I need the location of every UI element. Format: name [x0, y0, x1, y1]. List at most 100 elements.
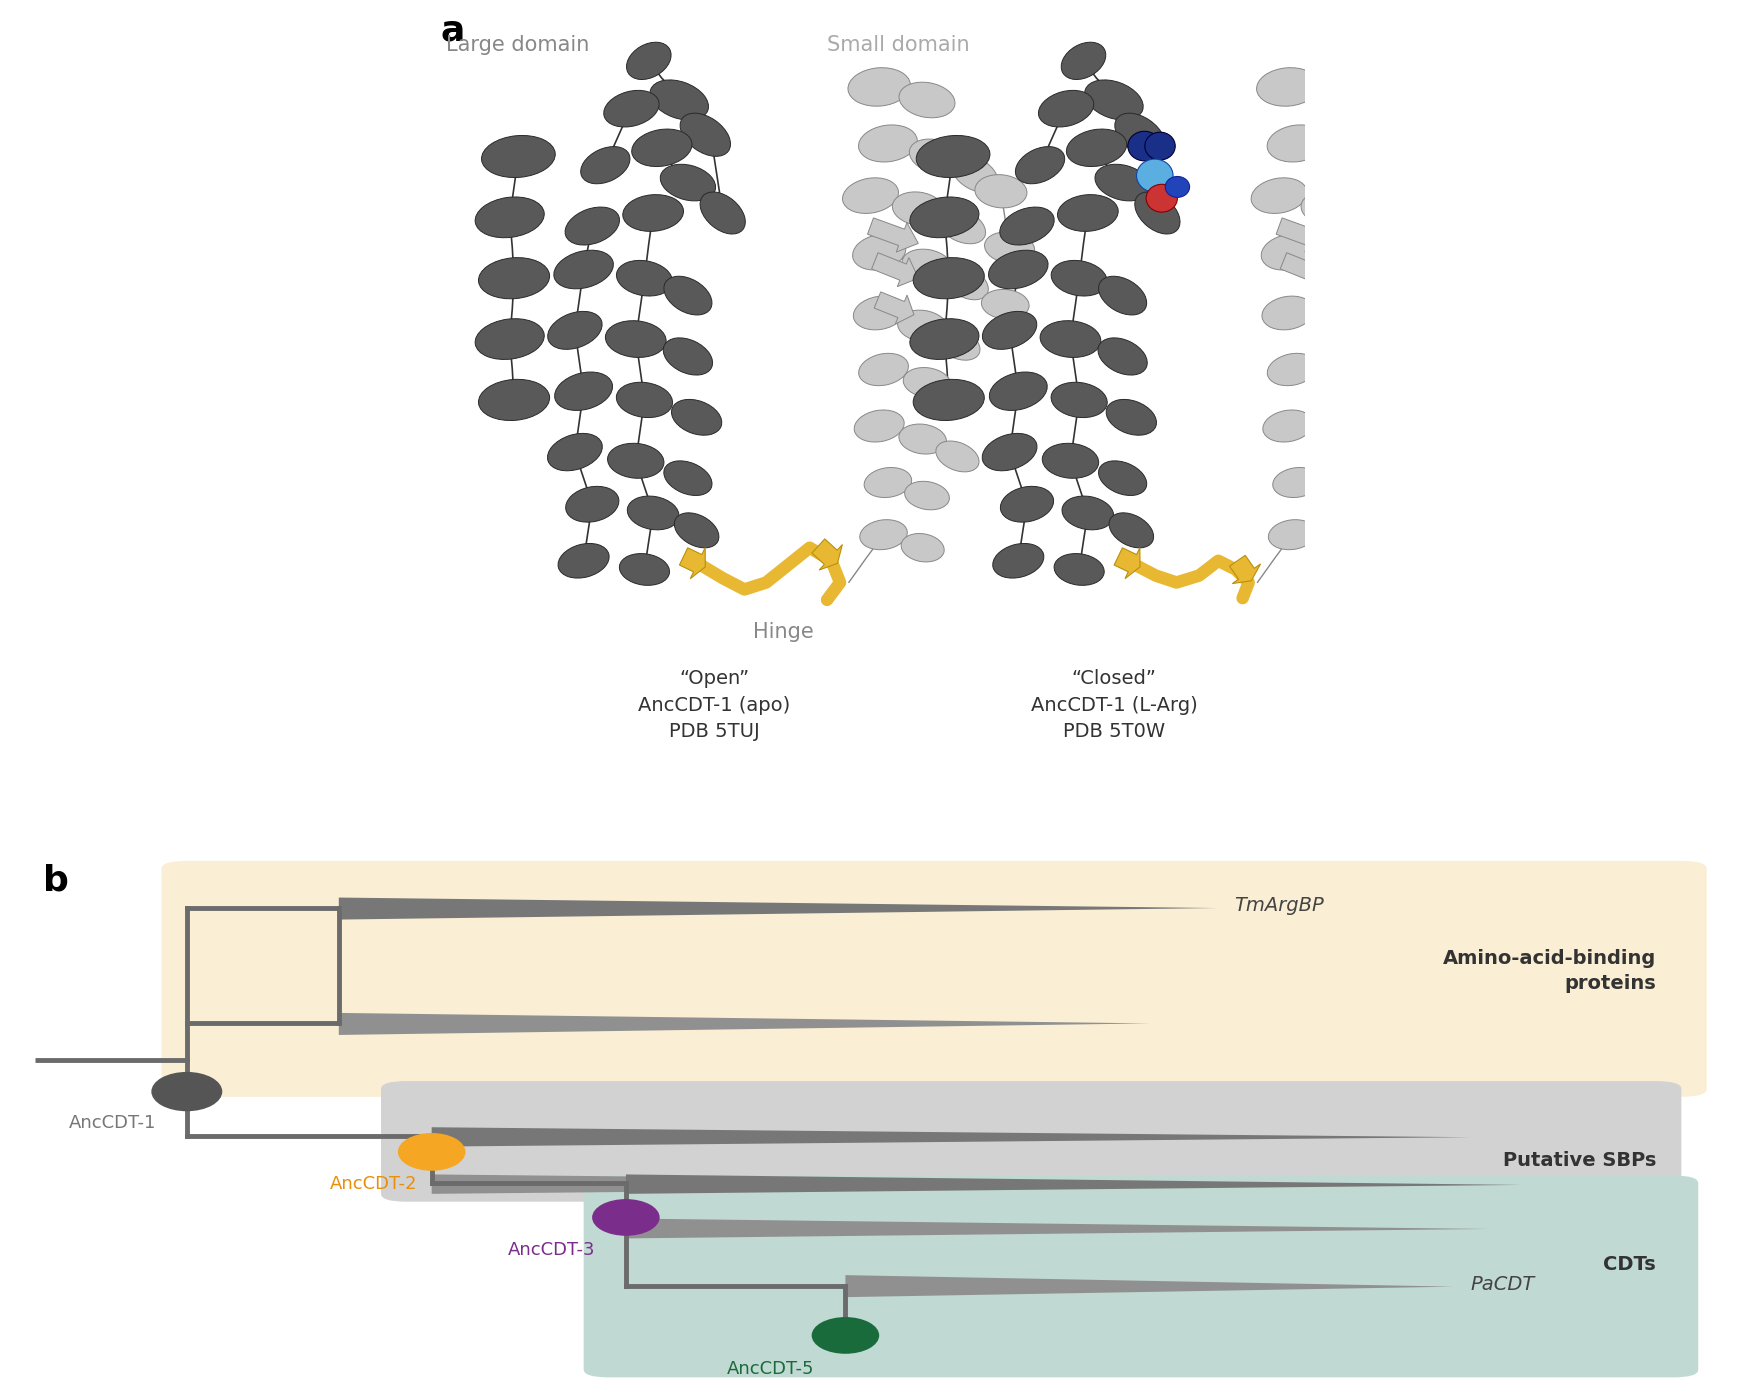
Ellipse shape [604, 90, 660, 127]
Ellipse shape [616, 382, 672, 418]
Ellipse shape [982, 290, 1029, 319]
Ellipse shape [1015, 146, 1065, 184]
Ellipse shape [681, 113, 731, 156]
Ellipse shape [853, 235, 905, 270]
Ellipse shape [548, 312, 602, 349]
Ellipse shape [902, 534, 944, 562]
Text: AncCDT-3: AncCDT-3 [508, 1241, 595, 1259]
Ellipse shape [660, 164, 716, 201]
Polygon shape [432, 1174, 1419, 1194]
Ellipse shape [989, 250, 1048, 288]
Polygon shape [339, 897, 1217, 919]
Polygon shape [432, 1127, 1469, 1147]
Ellipse shape [1146, 132, 1175, 160]
Text: CDTs: CDTs [1603, 1256, 1656, 1274]
Ellipse shape [1257, 68, 1320, 106]
Ellipse shape [1344, 327, 1389, 360]
Ellipse shape [811, 1317, 879, 1354]
Ellipse shape [663, 461, 712, 495]
Ellipse shape [592, 1199, 660, 1236]
Ellipse shape [1114, 113, 1165, 156]
Ellipse shape [1052, 261, 1107, 297]
Ellipse shape [848, 68, 911, 106]
FancyArrow shape [679, 548, 705, 578]
Polygon shape [846, 1275, 1454, 1297]
Text: TmArgBP: TmArgBP [1234, 896, 1323, 915]
Ellipse shape [479, 380, 550, 421]
FancyArrow shape [1114, 548, 1140, 578]
Ellipse shape [944, 265, 989, 299]
Ellipse shape [399, 1133, 465, 1170]
Ellipse shape [855, 410, 904, 442]
FancyArrow shape [1276, 218, 1327, 253]
Ellipse shape [982, 433, 1038, 471]
Ellipse shape [935, 327, 980, 360]
Ellipse shape [902, 250, 952, 282]
Ellipse shape [1128, 131, 1161, 161]
Ellipse shape [1001, 486, 1053, 522]
Ellipse shape [1267, 353, 1316, 385]
Ellipse shape [559, 544, 609, 578]
FancyBboxPatch shape [381, 1081, 1682, 1202]
Ellipse shape [616, 261, 672, 297]
Ellipse shape [620, 553, 670, 585]
Ellipse shape [623, 195, 684, 232]
Ellipse shape [475, 197, 545, 237]
Text: Amino-acid-binding
proteins: Amino-acid-binding proteins [1443, 949, 1656, 994]
Ellipse shape [1165, 177, 1189, 197]
Ellipse shape [555, 373, 613, 410]
Ellipse shape [663, 338, 712, 375]
Ellipse shape [904, 367, 951, 397]
Ellipse shape [1301, 192, 1353, 225]
Ellipse shape [843, 178, 898, 214]
Ellipse shape [700, 192, 745, 235]
Ellipse shape [909, 139, 963, 174]
Ellipse shape [649, 80, 709, 120]
FancyArrow shape [1280, 253, 1327, 287]
Ellipse shape [674, 513, 719, 548]
Ellipse shape [999, 207, 1055, 246]
Ellipse shape [989, 373, 1048, 410]
Ellipse shape [916, 135, 991, 178]
Ellipse shape [1052, 382, 1107, 418]
Ellipse shape [663, 276, 712, 315]
Ellipse shape [1346, 208, 1395, 244]
FancyArrow shape [872, 253, 918, 287]
FancyArrow shape [811, 540, 843, 570]
Ellipse shape [1106, 399, 1156, 435]
Ellipse shape [482, 135, 555, 178]
Text: Small domain: Small domain [827, 34, 970, 55]
Ellipse shape [864, 468, 912, 498]
Ellipse shape [1267, 126, 1327, 161]
Text: “Closed”
AncCDT-1 (L-Arg)
PDB 5T0W: “Closed” AncCDT-1 (L-Arg) PDB 5T0W [1031, 669, 1198, 741]
FancyArrow shape [874, 293, 914, 324]
Ellipse shape [1095, 164, 1151, 201]
Ellipse shape [858, 126, 918, 161]
Ellipse shape [985, 232, 1034, 264]
Ellipse shape [672, 399, 723, 435]
Ellipse shape [1344, 442, 1388, 472]
Ellipse shape [1099, 276, 1147, 315]
Ellipse shape [1099, 461, 1147, 495]
FancyBboxPatch shape [162, 861, 1706, 1097]
Ellipse shape [1309, 534, 1353, 562]
Ellipse shape [911, 197, 978, 237]
Polygon shape [627, 1174, 1522, 1194]
Ellipse shape [952, 156, 998, 192]
Ellipse shape [905, 482, 949, 509]
Ellipse shape [898, 424, 947, 454]
Ellipse shape [914, 380, 984, 421]
Ellipse shape [1260, 235, 1314, 270]
Ellipse shape [914, 258, 984, 299]
Ellipse shape [1384, 175, 1436, 208]
Ellipse shape [1085, 80, 1144, 120]
Ellipse shape [1099, 338, 1147, 375]
Ellipse shape [566, 486, 618, 522]
FancyArrow shape [867, 218, 918, 253]
Ellipse shape [479, 258, 550, 299]
Ellipse shape [992, 544, 1045, 578]
Ellipse shape [1269, 520, 1316, 549]
Ellipse shape [1146, 185, 1177, 213]
Ellipse shape [975, 175, 1027, 208]
Ellipse shape [627, 495, 679, 530]
